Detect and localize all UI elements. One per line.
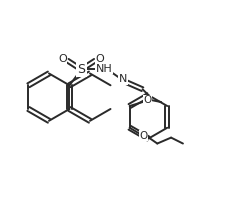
Text: S: S [77,63,85,76]
Text: O: O [96,54,104,64]
Text: O: O [139,131,147,141]
Text: O: O [58,54,67,64]
Text: NH: NH [96,63,112,74]
Text: N: N [119,74,127,84]
Text: O: O [143,95,151,105]
